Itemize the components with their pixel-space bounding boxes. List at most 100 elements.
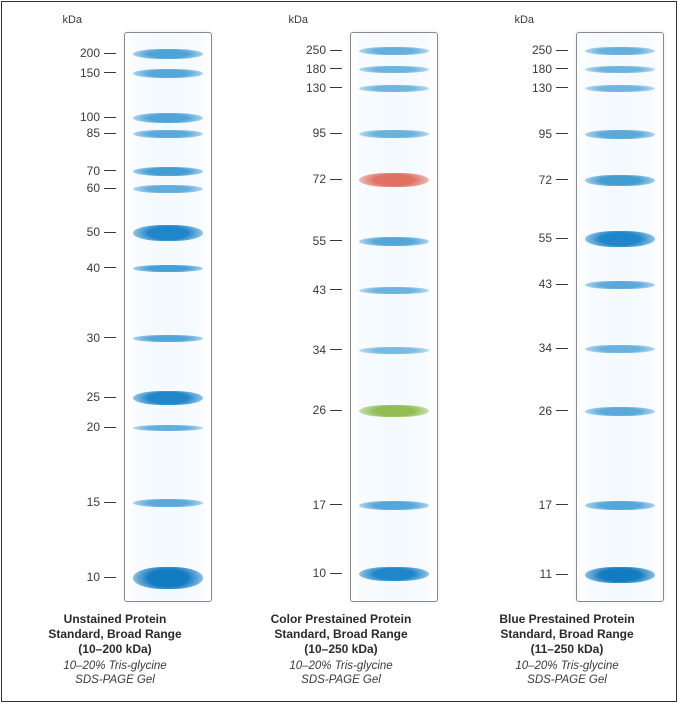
caption-sub2: SDS-PAGE Gel (10, 673, 220, 687)
band-130 (585, 85, 655, 92)
band-50 (133, 225, 203, 241)
band-95 (585, 130, 655, 139)
caption-sub1: 10–20% Tris-glycine (236, 659, 446, 673)
band-34 (359, 347, 429, 354)
band-26 (585, 407, 655, 416)
caption-sub1: 10–20% Tris-glycine (462, 659, 672, 673)
mw-label: 34 (539, 341, 552, 355)
tick-mark (104, 577, 116, 578)
tick-mark (104, 232, 116, 233)
mw-label: 20 (87, 420, 100, 434)
gel-lane (350, 32, 438, 602)
tick-mark (330, 349, 342, 350)
tick-mark (104, 427, 116, 428)
mw-label-row: 10 (87, 570, 116, 584)
band-43 (585, 281, 655, 289)
mw-label-row: 17 (539, 498, 568, 512)
tick-mark (556, 87, 568, 88)
band-95 (359, 130, 429, 138)
caption-line2: Standard, Broad Range (10, 627, 220, 642)
caption-line2: Standard, Broad Range (462, 627, 672, 642)
kda-header: kDa (514, 14, 534, 26)
tick-mark (104, 397, 116, 398)
band-40 (133, 265, 203, 272)
caption-line3: (11–250 kDa) (462, 642, 672, 657)
mw-label-row: 34 (539, 341, 568, 355)
band-15 (133, 499, 203, 507)
mw-label-row: 17 (313, 498, 342, 512)
tick-mark (330, 289, 342, 290)
band-70 (133, 167, 203, 176)
mw-label-row: 40 (87, 261, 116, 275)
band-100 (133, 113, 203, 123)
mw-label-row: 72 (539, 173, 568, 187)
tick-mark (330, 133, 342, 134)
tick-mark (556, 68, 568, 69)
band-10 (359, 567, 429, 581)
tick-mark (104, 53, 116, 54)
mw-label-row: 100 (80, 110, 116, 124)
mw-label-row: 130 (306, 81, 342, 95)
mw-label: 17 (313, 498, 326, 512)
caption-line3: (10–250 kDa) (236, 642, 446, 657)
band-43 (359, 287, 429, 294)
mw-label-row: 26 (539, 404, 568, 418)
mw-label-row: 200 (80, 46, 116, 60)
band-85 (133, 130, 203, 138)
tick-mark (330, 68, 342, 69)
mw-label: 95 (539, 127, 552, 141)
mw-label-row: 72 (313, 172, 342, 186)
mw-label-row: 10 (313, 566, 342, 580)
band-11 (585, 567, 655, 583)
mw-label: 26 (313, 403, 326, 417)
mw-label: 60 (87, 181, 100, 195)
mw-label: 55 (539, 231, 552, 245)
caption-sub2: SDS-PAGE Gel (462, 673, 672, 687)
gel-lane (124, 32, 212, 602)
caption-line1: Color Prestained Protein (236, 612, 446, 627)
tick-mark (556, 574, 568, 575)
mw-label-row: 85 (87, 126, 116, 140)
mw-label: 40 (87, 261, 100, 275)
panel-caption: Unstained ProteinStandard, Broad Range(1… (10, 612, 220, 688)
tick-mark (330, 87, 342, 88)
mw-label-row: 95 (539, 127, 568, 141)
mw-label: 55 (313, 234, 326, 248)
band-55 (585, 231, 655, 247)
tick-mark (104, 337, 116, 338)
mw-label-row: 130 (532, 81, 568, 95)
band-10 (133, 567, 203, 589)
mw-label: 130 (532, 81, 552, 95)
tick-mark (556, 238, 568, 239)
mw-label: 10 (313, 566, 326, 580)
mw-label: 34 (313, 343, 326, 357)
mw-label-row: 15 (87, 495, 116, 509)
mw-label: 150 (80, 66, 100, 80)
mw-label: 10 (87, 570, 100, 584)
tick-mark (556, 133, 568, 134)
mw-label: 72 (539, 173, 552, 187)
tick-mark (556, 504, 568, 505)
tick-mark (330, 573, 342, 574)
tick-mark (556, 284, 568, 285)
mw-label: 25 (87, 390, 100, 404)
tick-mark (330, 179, 342, 180)
mw-label-row: 34 (313, 343, 342, 357)
mw-label: 180 (306, 62, 326, 76)
caption-line1: Unstained Protein (10, 612, 220, 627)
band-26 (359, 405, 429, 417)
mw-label-row: 11 (540, 567, 568, 581)
band-250 (359, 47, 429, 55)
tick-mark (556, 50, 568, 51)
mw-label: 95 (313, 126, 326, 140)
panel-caption: Blue Prestained ProteinStandard, Broad R… (462, 612, 672, 688)
gel-lane (576, 32, 664, 602)
mw-label: 30 (87, 331, 100, 345)
mw-label-row: 180 (306, 62, 342, 76)
band-34 (585, 345, 655, 353)
band-30 (133, 335, 203, 342)
band-150 (133, 69, 203, 78)
tick-mark (104, 117, 116, 118)
mw-label: 50 (87, 225, 100, 239)
mw-label-row: 25 (87, 390, 116, 404)
